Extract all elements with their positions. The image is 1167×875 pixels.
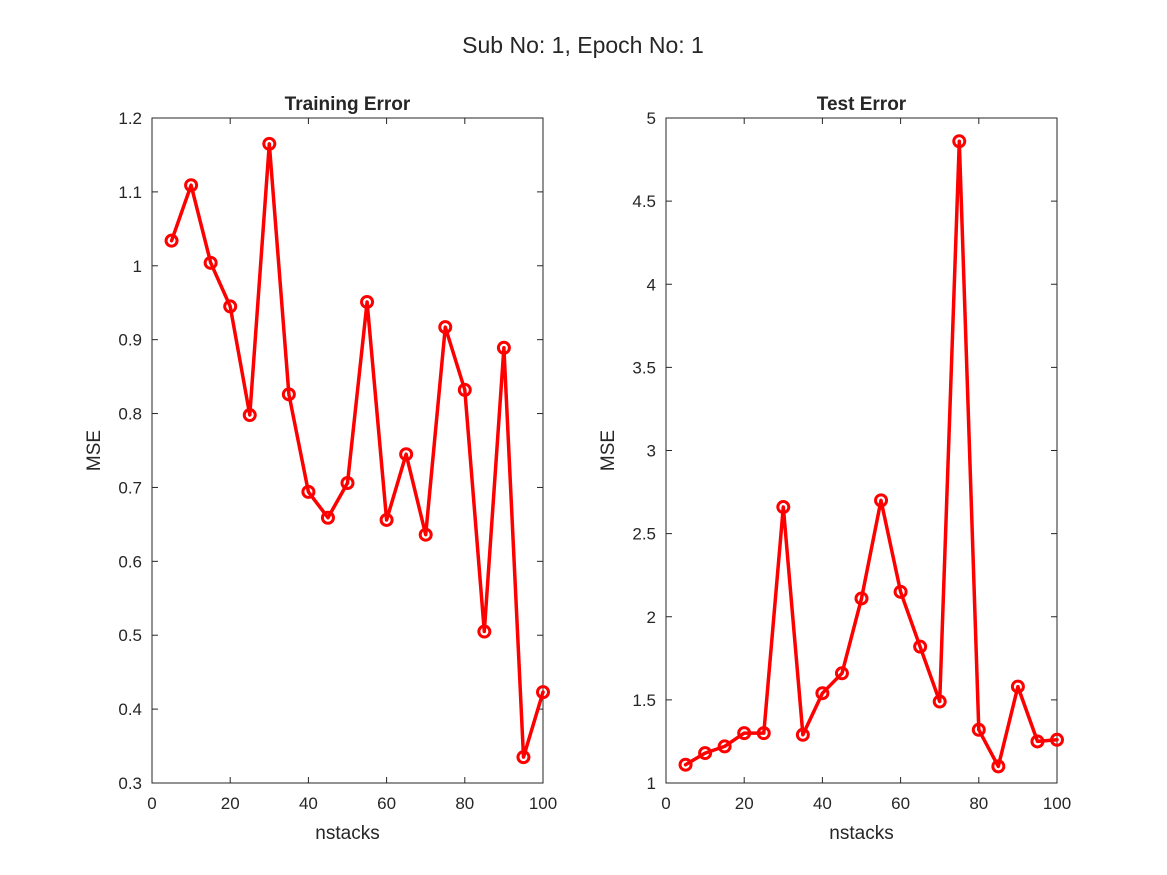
test-data-point (678, 757, 693, 772)
training-data-point (496, 340, 511, 355)
test-y-tick-label: 4.5 (632, 192, 656, 211)
training-x-tick-label: 100 (529, 794, 557, 813)
test-y-tick-label: 3.5 (632, 358, 656, 377)
training-x-axis-label: nstacks (315, 823, 379, 844)
training-y-tick-label: 1.2 (118, 109, 142, 128)
training-data-point (262, 136, 277, 151)
test-data-point (717, 739, 732, 754)
training-data-point (184, 178, 199, 193)
training-data-point (223, 299, 238, 314)
training-axes-box (151, 117, 544, 784)
training-y-tick-label: 0.9 (118, 331, 142, 350)
training-data-point (203, 255, 218, 270)
test-data-point (854, 591, 869, 606)
test-y-tick-label: 5 (647, 109, 656, 128)
test-x-tick-label: 20 (735, 794, 754, 813)
training-data-point (457, 382, 472, 397)
training-data-point (360, 294, 375, 309)
test-data-point (1010, 679, 1025, 694)
training-y-tick-label: 0.4 (118, 700, 142, 719)
test-y-tick-label: 4 (647, 275, 656, 294)
test-data-point (913, 639, 928, 654)
test-data-point (834, 666, 849, 681)
test-data-point (932, 694, 947, 709)
training-x-tick-label: 0 (147, 794, 156, 813)
test-data-point (874, 493, 889, 508)
test-x-tick-label: 60 (891, 794, 910, 813)
training-x-tick-label: 60 (377, 794, 396, 813)
training-data-point (399, 447, 414, 462)
test-data-point (756, 726, 771, 741)
training-y-axis-label: MSE (84, 430, 105, 471)
test-data-point (971, 722, 986, 737)
training-data-point (536, 685, 550, 700)
test-x-tick-label: 0 (661, 794, 670, 813)
test-data-point (815, 686, 830, 701)
training-data-point (477, 624, 492, 639)
training-y-tick-label: 1 (133, 257, 142, 276)
figure-title: Sub No: 1, Epoch No: 1 (462, 32, 704, 58)
test-data-point (991, 759, 1006, 774)
training-series-line (169, 142, 545, 759)
test-y-axis-label: MSE (598, 430, 619, 471)
test-data-point (698, 746, 713, 761)
test-y-tick-label: 2.5 (632, 525, 656, 544)
test-x-tick-label: 40 (813, 794, 832, 813)
training-y-tick-label: 0.8 (118, 405, 142, 424)
test-y-tick-label: 2 (647, 608, 656, 627)
training-panel-title: Training Error (285, 94, 411, 115)
training-data-point (242, 408, 257, 423)
test-panel-title: Test Error (817, 94, 907, 115)
test-error-panel: 0 20 40 60 80 100 1 1.5 2 2.5 3 3.5 4 4.5 5 Test Error n… (598, 94, 1071, 844)
test-data-point (952, 134, 967, 149)
test-x-axis-label: nstacks (829, 823, 893, 844)
test-data-point (1050, 732, 1064, 747)
training-data-point (340, 476, 355, 491)
training-x-tick-label: 40 (299, 794, 318, 813)
training-y-tick-label: 0.6 (118, 552, 142, 571)
training-data-point (281, 387, 296, 402)
training-data-point (379, 512, 394, 527)
training-y-tick-label: 0.3 (118, 774, 142, 793)
training-data-point (301, 484, 316, 499)
training-x-tick-label: 20 (221, 794, 240, 813)
test-y-tick-label: 3 (647, 442, 656, 461)
training-data-point (418, 527, 433, 542)
training-y-tick-label: 0.5 (118, 626, 142, 645)
training-x-tick-label: 80 (455, 794, 474, 813)
test-data-point (893, 584, 908, 599)
test-x-tick-label: 80 (969, 794, 988, 813)
training-error-panel: 0 20 40 60 80 100 0.3 0.4 0.5 0.6 0.7 0.8 0.9 1 1.1 1.2… (84, 94, 557, 844)
training-data-point (516, 750, 531, 765)
test-data-point (1030, 734, 1045, 749)
test-y-tick-label: 1.5 (632, 691, 656, 710)
training-data-point (164, 233, 179, 248)
test-data-point (795, 727, 810, 742)
test-data-point (776, 500, 791, 515)
training-y-tick-label: 1.1 (118, 183, 142, 202)
test-data-point (737, 726, 752, 741)
test-y-tick-label: 1 (647, 774, 656, 793)
training-data-point (438, 320, 453, 335)
training-y-tick-label: 0.7 (118, 478, 142, 497)
training-data-point (320, 510, 335, 525)
test-x-tick-label: 100 (1043, 794, 1071, 813)
